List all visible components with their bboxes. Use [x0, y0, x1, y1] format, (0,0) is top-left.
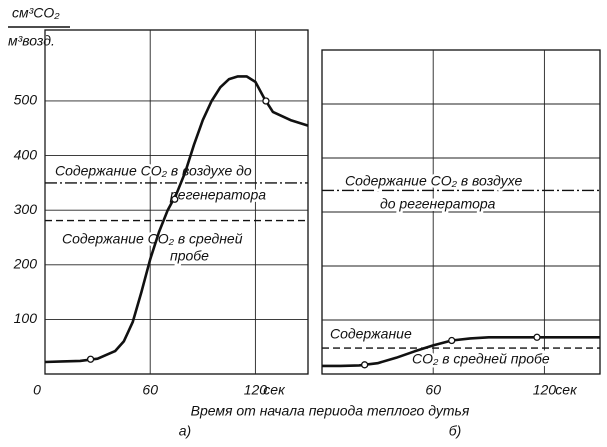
annotation: Содержание CO₂ в воздухе: [345, 173, 522, 189]
x-label: Время от начала периода теплого дутья: [191, 403, 470, 419]
x-unit: сек: [263, 382, 286, 398]
marked-point: [448, 336, 456, 345]
x-unit: сек: [555, 382, 578, 398]
x-tick-label: 120: [244, 382, 268, 398]
panel-label: б): [449, 423, 462, 439]
marked-point: [360, 361, 369, 369]
annotation: CO₂ в средней пробе: [412, 351, 550, 367]
annotation: Содержание: [330, 326, 412, 342]
annotation: до регенератора: [380, 196, 496, 212]
annotation: пробе: [170, 248, 209, 264]
y-label-top: см³CO₂: [12, 5, 60, 21]
y-tick-label: 100: [14, 310, 38, 326]
y-tick-label: 500: [14, 92, 38, 108]
x-tick-label: 120: [533, 382, 557, 398]
annotation: Содержание CO₂ в средней: [62, 231, 243, 247]
y-tick-label: 400: [14, 146, 38, 162]
panel-label: а): [179, 423, 191, 439]
data-line: [322, 336, 600, 368]
annotation: Содержание CO₂ в воздухе до: [55, 163, 252, 179]
data-line: [44, 75, 309, 364]
x-tick-label: 0: [33, 382, 41, 398]
marked-point: [533, 333, 541, 341]
x-tick-label: 60: [425, 382, 441, 398]
annotation: регенератора: [169, 187, 266, 203]
y-tick-label: 300: [14, 201, 38, 217]
marked-point: [171, 195, 179, 203]
y-tick-label: 200: [13, 255, 38, 271]
marked-point: [262, 97, 270, 105]
y-label-bottom: м³возд.: [8, 33, 55, 49]
x-tick-label: 60: [142, 382, 158, 398]
marked-point: [86, 355, 95, 363]
